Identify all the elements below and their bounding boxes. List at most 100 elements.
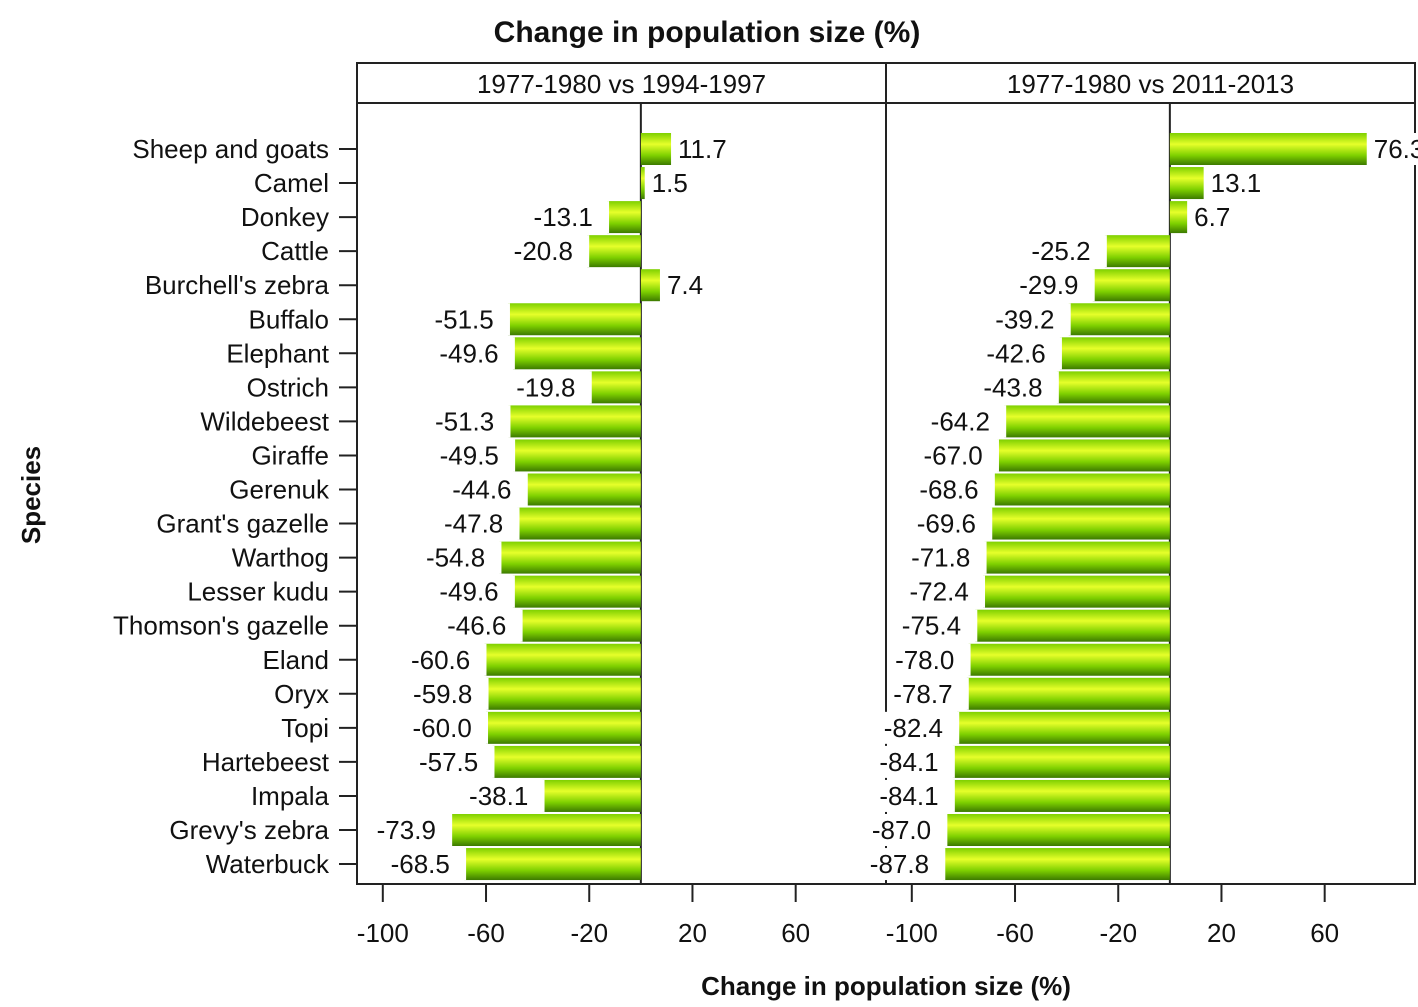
value-label: -78.0 xyxy=(895,645,954,675)
value-label: -67.0 xyxy=(923,440,982,470)
value-label: -69.6 xyxy=(917,509,976,539)
category-label: Thomson's gazelle xyxy=(113,611,329,641)
x-tick-label: 20 xyxy=(678,918,707,948)
value-label: -42.6 xyxy=(986,338,1045,368)
value-label-background xyxy=(992,303,1071,336)
value-label: -87.0 xyxy=(872,815,931,845)
category-label: Oryx xyxy=(274,679,329,709)
category-label: Ostrich xyxy=(247,372,329,402)
category-label: Hartebeest xyxy=(202,747,330,777)
value-label-background xyxy=(431,405,511,438)
bar xyxy=(508,405,641,438)
value-label-background xyxy=(1191,201,1241,234)
panel: 1977-1980 vs 1994-1997 11.7 1.5 -13.1 -20.8 7… xyxy=(356,62,887,948)
bar xyxy=(607,201,641,234)
value-label: -60.0 xyxy=(413,713,472,743)
value-label-background xyxy=(410,677,489,710)
bar xyxy=(486,677,641,710)
bar xyxy=(1104,235,1170,268)
value-label-background xyxy=(868,814,948,846)
value-label: -72.4 xyxy=(910,577,969,607)
category-label: Camel xyxy=(254,168,329,198)
bar xyxy=(984,541,1170,574)
value-label: -75.4 xyxy=(902,611,961,641)
x-tick-label: -100 xyxy=(357,918,409,948)
bar xyxy=(450,814,641,846)
category-label: Impala xyxy=(251,781,330,811)
bar xyxy=(1169,201,1188,234)
category-label: Elephant xyxy=(226,338,329,368)
value-label: -68.5 xyxy=(391,849,450,879)
category-label: Warthog xyxy=(232,543,329,573)
bar xyxy=(1056,371,1170,404)
bar xyxy=(525,473,641,506)
value-label-background xyxy=(436,337,515,370)
bar xyxy=(640,167,645,200)
bar xyxy=(512,337,641,370)
category-label: Grevy's zebra xyxy=(169,815,329,845)
value-label: -78.7 xyxy=(893,679,952,709)
value-label-background xyxy=(373,814,453,846)
value-label: -29.9 xyxy=(1019,270,1078,300)
bar xyxy=(968,643,1170,676)
value-label-background xyxy=(913,507,993,540)
bar xyxy=(1169,133,1367,165)
value-label-background xyxy=(648,167,699,200)
value-label-background xyxy=(513,371,592,404)
value-label-background xyxy=(1207,167,1272,200)
value-label-background xyxy=(663,269,714,302)
value-label: -25.2 xyxy=(1031,236,1090,266)
value-label: -87.8 xyxy=(870,849,929,879)
bar xyxy=(512,575,641,608)
value-label: -64.2 xyxy=(931,406,990,436)
value-label: 7.4 xyxy=(667,270,703,300)
panels: 1977-1980 vs 1994-1997 11.7 1.5 -13.1 -20.8 7… xyxy=(356,62,1418,948)
category-label: Burchell's zebra xyxy=(145,270,330,300)
value-label: -51.5 xyxy=(434,304,493,334)
chart-title: Change in population size (%) xyxy=(494,16,921,49)
value-label-background xyxy=(876,779,955,812)
value-label: -39.2 xyxy=(995,304,1054,334)
x-tick-label: 60 xyxy=(1310,918,1339,948)
value-label: -71.8 xyxy=(911,543,970,573)
value-label: 76.3 xyxy=(1374,134,1418,164)
value-label-background xyxy=(415,745,495,778)
x-tick-label: -60 xyxy=(467,918,505,948)
bar xyxy=(517,507,641,540)
x-axis-title: Change in population size (%) xyxy=(701,971,1071,1001)
value-label-background xyxy=(920,439,999,472)
category-label: Buffalo xyxy=(249,304,329,334)
value-label: 1.5 xyxy=(652,168,688,198)
category-label: Waterbuck xyxy=(206,849,330,879)
x-tick-label: 60 xyxy=(781,918,810,948)
value-label-background xyxy=(892,643,971,676)
value-label: -60.6 xyxy=(411,645,470,675)
value-label-background xyxy=(449,473,528,506)
value-label-background xyxy=(983,337,1062,370)
value-label: -84.1 xyxy=(879,781,938,811)
category-label: Giraffe xyxy=(251,440,329,470)
value-label: -19.8 xyxy=(516,372,575,402)
value-label-background xyxy=(510,235,590,268)
value-label-background xyxy=(422,541,502,574)
value-label: -13.1 xyxy=(534,202,593,232)
panel: 1977-1980 vs 2011-2013 76.3 13.1 6.7 -25.2 -2… xyxy=(866,62,1418,948)
bar xyxy=(464,848,641,881)
value-label-background xyxy=(431,303,510,336)
value-label-background xyxy=(876,745,955,778)
value-label: -38.1 xyxy=(469,781,528,811)
value-label: 13.1 xyxy=(1211,168,1262,198)
bar xyxy=(1004,405,1170,438)
value-label: 6.7 xyxy=(1194,202,1230,232)
bar xyxy=(484,643,641,676)
value-label-background xyxy=(1370,133,1418,165)
value-label-background xyxy=(1016,269,1095,302)
category-label: Wildebeest xyxy=(200,406,329,436)
x-tick-label: -20 xyxy=(570,918,608,948)
value-label-background xyxy=(675,133,740,165)
value-label-background xyxy=(908,541,987,574)
bar xyxy=(587,235,641,268)
category-label: Sheep and goats xyxy=(132,134,329,164)
x-tick-label: -20 xyxy=(1099,918,1137,948)
